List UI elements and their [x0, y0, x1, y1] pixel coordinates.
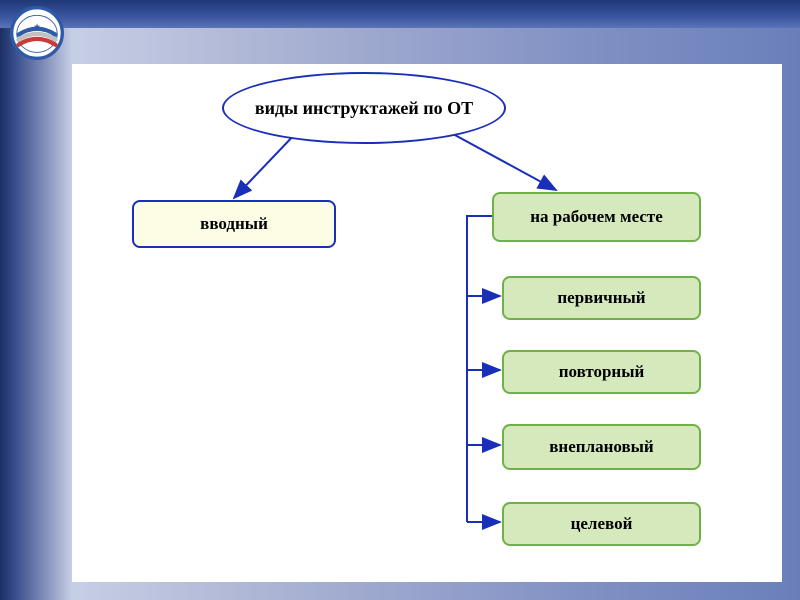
node-right1: на рабочем месте [492, 192, 701, 242]
node-right3: повторный [502, 350, 701, 394]
node-title: виды инструктажей по ОТ [222, 72, 506, 144]
edge-bus-start [467, 216, 492, 522]
node-right1-label: на рабочем месте [530, 207, 663, 227]
edge-title-right1 [442, 128, 556, 190]
content-panel: виды инструктажей по ОТ вводный на рабоч… [72, 64, 782, 582]
node-right3-label: повторный [559, 362, 645, 382]
diagram-canvas: виды инструктажей по ОТ вводный на рабоч… [72, 64, 782, 582]
node-right5: целевой [502, 502, 701, 546]
node-right5-label: целевой [571, 514, 633, 534]
node-right4: внеплановый [502, 424, 701, 470]
node-left1: вводный [132, 200, 336, 248]
node-right2: первичный [502, 276, 701, 320]
edge-title-left1 [234, 132, 297, 198]
brand-logo: ★ [10, 6, 64, 60]
node-title-label: виды инструктажей по ОТ [255, 98, 473, 119]
node-right2-label: первичный [557, 288, 645, 308]
node-left1-label: вводный [200, 214, 268, 234]
node-right4-label: внеплановый [549, 437, 653, 457]
slide-topbar [0, 0, 800, 28]
